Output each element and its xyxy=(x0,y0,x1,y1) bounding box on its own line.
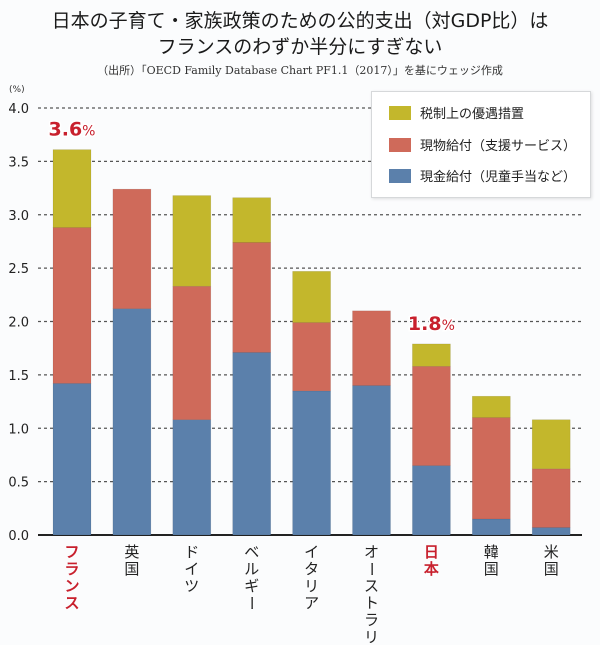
x-tick-label-char: 国 xyxy=(484,560,499,578)
x-tick-label-char: ス xyxy=(64,594,79,612)
bar-segment xyxy=(292,322,331,392)
x-tick-label-char: 英 xyxy=(124,543,139,561)
x-tick-label-char: ギ xyxy=(244,577,259,595)
y-tick-label: 2.5 xyxy=(8,262,29,277)
x-tick-label-char: ラ xyxy=(364,611,379,629)
annotation-value: 3.6 xyxy=(49,119,83,141)
y-tick-label: 0.0 xyxy=(8,529,29,544)
source-note: （出所）「OECD Family Database Chart PF1.1（20… xyxy=(97,64,503,77)
y-tick-label: 1.0 xyxy=(8,422,29,437)
annotation-unit: % xyxy=(82,124,95,140)
bar-segment xyxy=(471,417,511,520)
bar-segment xyxy=(232,242,271,353)
annotations: 3.6%1.8% xyxy=(47,117,456,336)
total-annotation: 1.8% xyxy=(408,313,455,335)
x-tick-label-char: イ xyxy=(184,560,199,578)
bar-segment xyxy=(412,343,451,367)
legend-swatch-tax xyxy=(389,105,411,120)
legend-label-inkind: 現物給付（支援サービス） xyxy=(420,139,577,154)
legend: 税制上の優遇措置 現物給付（支援サービス） 現金給付（児童手当など） xyxy=(371,91,591,198)
x-tick-label-char: ル xyxy=(244,560,259,578)
x-tick-label-char: 国 xyxy=(124,560,139,578)
bar-segment xyxy=(172,285,212,421)
bar-segment xyxy=(412,465,451,536)
chart-title-line2: フランスのわずか半分にすぎない xyxy=(157,36,443,58)
bars xyxy=(52,149,571,536)
x-tick-label-char: リ xyxy=(304,577,319,595)
bar-segment xyxy=(172,419,212,536)
x-tick-label-char: ベ xyxy=(244,543,259,561)
bar-segment xyxy=(352,385,391,536)
annotation-value: 1.8 xyxy=(408,313,442,335)
bar-segment xyxy=(52,149,92,228)
annotation-unit: % xyxy=(442,318,455,334)
x-tick-label-char: 米 xyxy=(544,543,559,561)
x-tick-label-char: ツ xyxy=(184,577,199,595)
x-axis-labels: フランス英国ドイツベルギーイタリアオーストラリア日本韓国米国 xyxy=(64,543,558,645)
bar-segment xyxy=(112,188,152,309)
x-tick-label-char: オ xyxy=(364,543,379,561)
x-tick-label-char: ス xyxy=(364,577,379,595)
bar-segment xyxy=(232,352,271,536)
y-tick-label: 0.5 xyxy=(8,476,29,491)
legend-item-inkind: 現物給付（支援サービス） xyxy=(389,135,576,154)
x-tick-label-char: リ xyxy=(364,628,379,645)
x-tick-label-char: 本 xyxy=(424,560,439,578)
y-tick-label: 1.5 xyxy=(8,369,29,384)
bar-segment xyxy=(292,390,331,536)
chart-title-line1: 日本の子育て・家族政策のための公的支出（対GDP比）は xyxy=(51,10,549,32)
bar-segment xyxy=(531,527,571,536)
x-tick-label-char: タ xyxy=(304,560,319,578)
legend-label-tax: 税制上の優遇措置 xyxy=(420,107,525,122)
bar-segment xyxy=(292,271,331,323)
x-tick-label-char: ト xyxy=(364,594,379,612)
y-axis-unit: (%) xyxy=(9,85,25,95)
bar-segment xyxy=(52,383,92,536)
y-axis: (%) 0.0 0.5 1.0 1.5 2.0 2.5 3.0 3.5 4.0 xyxy=(8,85,29,544)
x-tick-label-char: ド xyxy=(184,543,199,561)
y-tick-label: 2.0 xyxy=(8,316,29,331)
y-tick-label: 4.0 xyxy=(8,102,29,117)
x-tick-label-char: ン xyxy=(64,577,79,595)
x-tick-label-char: 韓 xyxy=(484,543,499,561)
bar-segment xyxy=(471,518,511,536)
x-tick-label-char: イ xyxy=(304,543,319,561)
legend-item-cash: 現金給付（児童手当など） xyxy=(389,166,576,185)
legend-swatch-inkind xyxy=(389,137,411,152)
x-tick-label-char: ラ xyxy=(64,560,79,578)
x-tick-label-char: ー xyxy=(363,561,381,576)
y-tick-label: 3.5 xyxy=(8,155,29,170)
total-annotation: 3.6% xyxy=(49,119,96,141)
bar-segment xyxy=(112,308,152,536)
bar-segment xyxy=(531,468,571,528)
x-tick-label-char: 日 xyxy=(424,543,439,561)
legend-swatch-cash xyxy=(389,168,411,183)
legend-item-tax: 税制上の優遇措置 xyxy=(389,103,524,122)
bar-segment xyxy=(412,366,451,466)
bar-segment xyxy=(172,195,212,287)
x-tick-label-char: 国 xyxy=(544,560,559,578)
bar-segment xyxy=(52,227,92,384)
x-tick-label-char: フ xyxy=(64,543,79,561)
bar-segment xyxy=(471,395,511,418)
bar-segment xyxy=(232,197,271,243)
legend-label-cash: 現金給付（児童手当など） xyxy=(420,170,577,185)
bar-segment xyxy=(531,419,571,470)
y-tick-label: 3.0 xyxy=(8,209,29,224)
x-tick-label-char: ア xyxy=(304,594,319,612)
bar-segment xyxy=(352,310,391,386)
x-tick-label-char: ー xyxy=(243,595,261,610)
